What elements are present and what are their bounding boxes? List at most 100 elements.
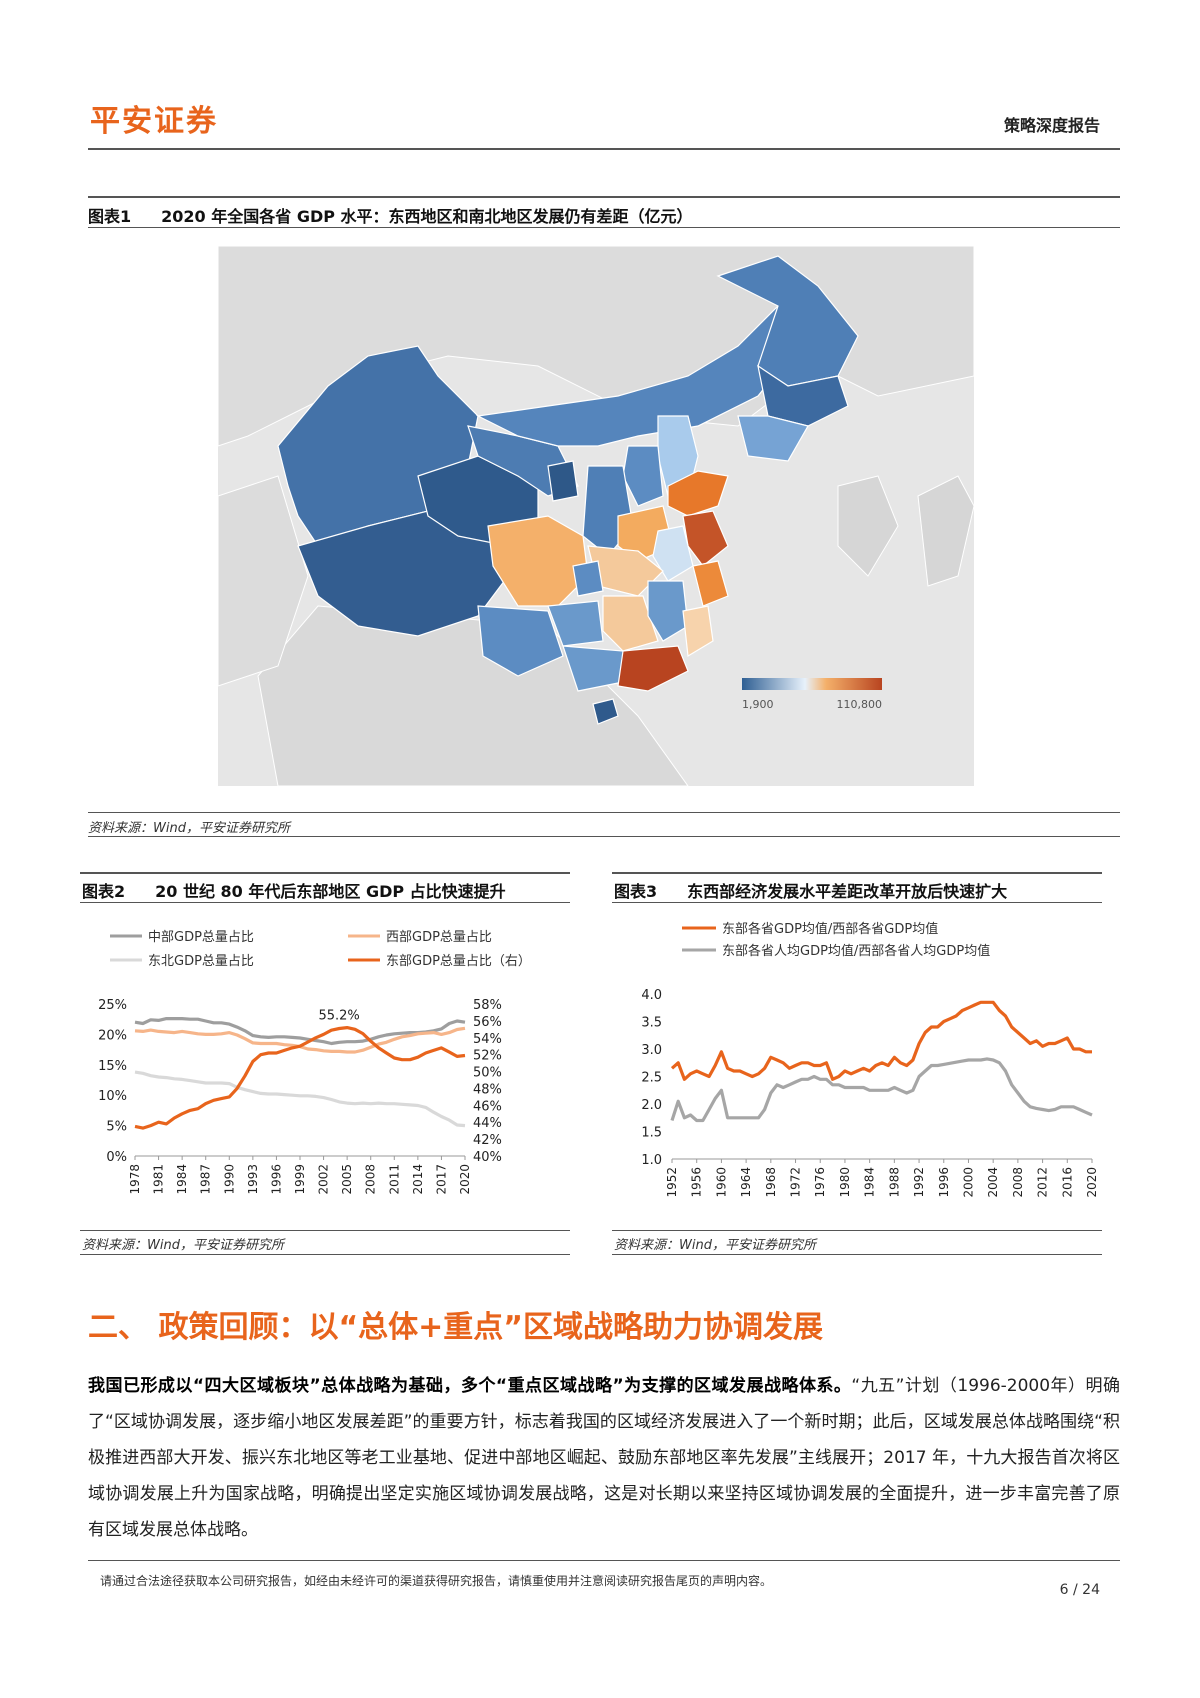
y-right-tick-label: 46% [473, 1099, 502, 1114]
chart3-legend: 东部各省GDP均值/西部各省GDP均值 东部各省人均GDP均值/西部各省人均GD… [682, 921, 990, 959]
x-tick-label: 1984 [863, 1167, 877, 1198]
y-right-tick-label: 54% [473, 1032, 502, 1047]
figure3-source: 资料来源：Wind，平安证券研究所 [614, 1238, 816, 1253]
legend-min-label: 1,900 [742, 698, 774, 711]
document-type: 策略深度报告 [1003, 116, 1100, 135]
y-left-tick-label: 5% [106, 1120, 127, 1135]
x-tick-label: 2020 [1085, 1167, 1099, 1198]
x-tick-label: 1996 [937, 1167, 951, 1198]
x-tick-label: 1980 [838, 1167, 852, 1198]
series-line-2 [134, 1070, 466, 1128]
x-tick-label: 2011 [387, 1164, 401, 1195]
figure3-bottom-rule [612, 1230, 1102, 1231]
y-right-tick-label: 44% [473, 1116, 502, 1131]
series-line-0 [134, 1016, 466, 1046]
section-paragraph: 我国已形成以“四大区域板块”总体战略为基础，多个“重点区域战略”为支撑的区域发展… [88, 1368, 1120, 1548]
neighbor-region-korea [837, 475, 899, 577]
neighbor-region-west [218, 475, 309, 687]
figure1-source-rule [88, 836, 1120, 837]
figure1-title-text: 2020 年全国各省 GDP 水平：东西地区和南北地区发展仍有差距（亿元） [161, 207, 693, 226]
figure2-title-rule [80, 902, 570, 903]
legend-label-east: 东部GDP总量占比（右） [386, 954, 531, 969]
x-tick-label: 2014 [411, 1164, 425, 1195]
paragraph-body: “九五”计划（1996-2000年）明确了“区域协调发展，逐步缩小地区发展差距”… [88, 1376, 1120, 1540]
footer-divider [88, 1560, 1120, 1561]
figure3-number: 图表3 [614, 882, 658, 901]
province-zhejiang [692, 560, 729, 607]
figure2-bottom-rule [80, 1230, 570, 1231]
figure2-title-text: 20 世纪 80 年代后东部地区 GDP 占比快速提升 [155, 882, 506, 901]
legend-gradient-bar [742, 678, 882, 690]
province-guangdong [617, 645, 689, 692]
figure2-source-rule [80, 1254, 570, 1255]
y-right-tick-label: 50% [473, 1066, 502, 1081]
y-right-tick-label: 56% [473, 1015, 502, 1030]
x-tick-label: 2004 [986, 1167, 1000, 1198]
x-tick-label: 1990 [222, 1164, 236, 1195]
legend-max-label: 110,800 [837, 698, 883, 711]
company-logo: 平安证券 [90, 104, 218, 139]
series-line-3 [134, 1025, 466, 1130]
legend-label-northeast: 东北GDP总量占比 [148, 954, 254, 969]
header-divider [88, 148, 1120, 150]
province-yunnan [477, 605, 564, 677]
x-tick-label: 1964 [739, 1167, 753, 1198]
figure1-source: 资料来源：Wind，平安证券研究所 [88, 821, 290, 836]
legend-label-central: 中部GDP总量占比 [148, 930, 254, 945]
peak-annotation: 55.2% [318, 1009, 359, 1024]
x-tick-label: 2008 [1011, 1167, 1025, 1198]
figure2-source: 资料来源：Wind，平安证券研究所 [82, 1238, 284, 1253]
figure2-title: 图表2 20 世纪 80 年代后东部地区 GDP 占比快速提升 [82, 878, 506, 902]
figure1-number: 图表1 [88, 207, 132, 226]
x-tick-label: 1993 [246, 1164, 260, 1195]
x-tick-label: 1968 [764, 1167, 778, 1198]
y-right-tick-label: 42% [473, 1133, 502, 1148]
figure1-top-rule [88, 196, 1120, 198]
figure3-top-rule [612, 872, 1102, 874]
chart-regional-gdp-share: 中部GDP总量占比 西部GDP总量占比 东北GDP总量占比 东部GDP总量占比（… [98, 930, 531, 1195]
map-svg: 1,900 110,800 [218, 246, 974, 786]
x-tick-label: 2008 [364, 1164, 378, 1195]
y-right-tick-label: 52% [473, 1049, 502, 1064]
figure3-title-text: 东西部经济发展水平差距改革开放后快速扩大 [687, 882, 1008, 901]
x-tick-label: 1988 [887, 1167, 901, 1198]
legend-label-gdp-ratio: 东部各省GDP均值/西部各省GDP均值 [722, 921, 938, 937]
x-tick-label: 2016 [1060, 1167, 1074, 1198]
y-tick-label: 4.0 [641, 988, 662, 1003]
figure1-title-rule [88, 227, 1120, 228]
province-hainan [592, 698, 619, 725]
y-tick-label: 2.0 [641, 1098, 662, 1113]
x-tick-label: 1952 [665, 1167, 679, 1198]
province-ningxia [547, 460, 579, 502]
y-tick-label: 3.0 [641, 1043, 662, 1058]
figure3-title: 图表3 东西部经济发展水平差距改革开放后快速扩大 [614, 878, 1007, 902]
figure1-bottom-rule [88, 812, 1120, 813]
province-fujian [682, 605, 714, 657]
province-shandong [667, 470, 729, 517]
province-shanxi [622, 445, 664, 507]
y-tick-label: 3.5 [641, 1016, 662, 1031]
figure1-title: 图表1 2020 年全国各省 GDP 水平：东西地区和南北地区发展仍有差距（亿元） [88, 203, 693, 227]
x-tick-label: 1981 [152, 1164, 166, 1195]
province-sichuan [487, 515, 589, 607]
y-left-tick-label: 15% [98, 1059, 127, 1074]
y-left-tick-label: 25% [98, 998, 127, 1013]
y-left-tick-label: 20% [98, 1028, 127, 1043]
province-chongqing [572, 560, 604, 597]
x-tick-label: 1956 [690, 1167, 704, 1198]
footer-disclaimer: 请通过合法途径获取本公司研究报告，如经由未经许可的渠道获得研究报告，请慎重使用并… [100, 1574, 773, 1588]
x-tick-label: 1999 [293, 1164, 307, 1195]
province-anhui [652, 525, 694, 582]
paragraph-lead-bold: 我国已形成以“四大区域板块”总体战略为基础，多个“重点区域战略”为支撑的区域发展… [88, 1376, 852, 1396]
x-tick-label: 2020 [458, 1164, 472, 1195]
section-heading: 二、 政策回顾：以“总体+重点”区域战略助力协调发展 [88, 1310, 824, 1345]
legend-label-per-capita-ratio: 东部各省人均GDP均值/西部各省人均GDP均值 [722, 943, 990, 959]
y-left-tick-label: 10% [98, 1089, 127, 1104]
neighbor-region-japan [917, 475, 974, 587]
x-tick-label: 1972 [789, 1167, 803, 1198]
y-tick-label: 1.0 [641, 1153, 662, 1168]
province-guizhou [547, 600, 604, 647]
x-tick-label: 1978 [128, 1164, 142, 1195]
province-tibet [297, 505, 509, 637]
legend-label-west: 西部GDP总量占比 [386, 930, 492, 945]
